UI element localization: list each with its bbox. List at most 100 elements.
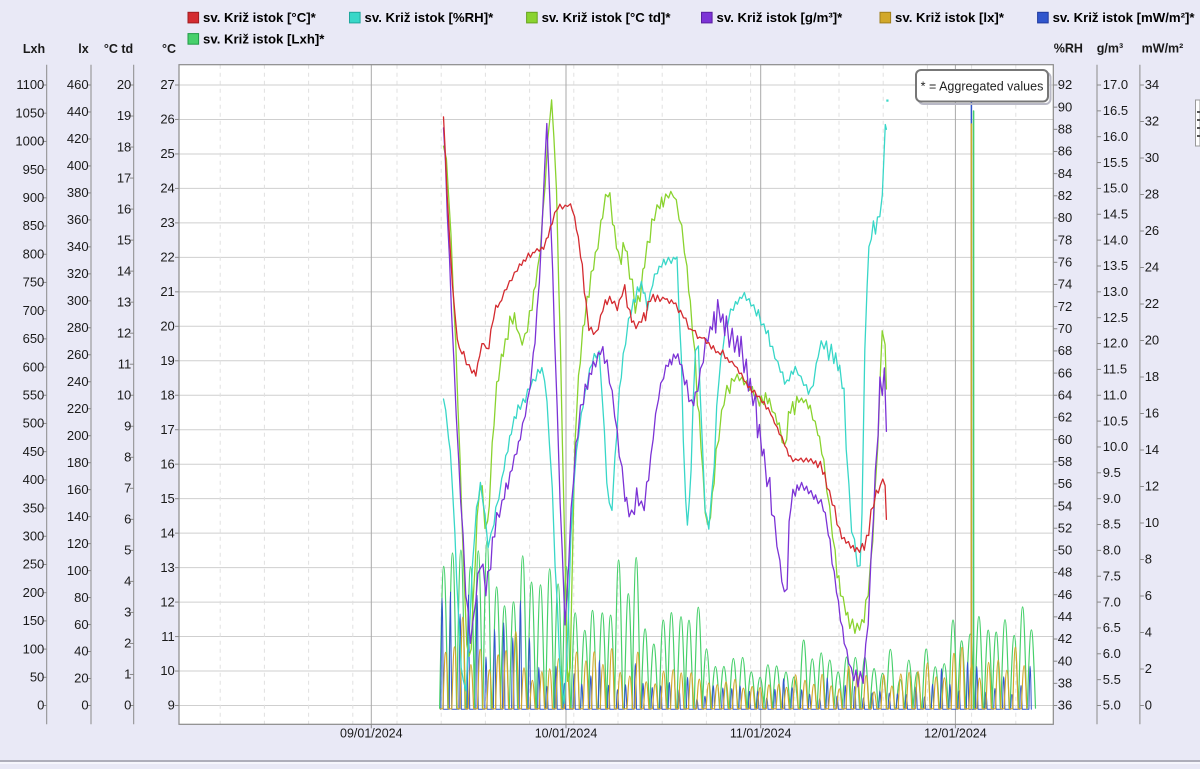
- svg-text:g/m³: g/m³: [1097, 42, 1123, 56]
- svg-text:220: 220: [67, 401, 89, 416]
- svg-text:2: 2: [1145, 661, 1152, 676]
- svg-text:6: 6: [124, 512, 131, 527]
- svg-text:09/01/2024: 09/01/2024: [340, 727, 403, 741]
- svg-text:340: 340: [67, 239, 89, 254]
- svg-text:16: 16: [160, 456, 174, 471]
- svg-text:50: 50: [1058, 543, 1072, 558]
- svg-text:10: 10: [1145, 515, 1159, 530]
- svg-text:360: 360: [67, 212, 89, 227]
- svg-text:600: 600: [23, 359, 45, 374]
- svg-text:0: 0: [124, 698, 131, 713]
- svg-text:26: 26: [1145, 223, 1159, 238]
- svg-text:12.5: 12.5: [1103, 310, 1128, 325]
- svg-text:4: 4: [124, 574, 131, 589]
- svg-text:14: 14: [160, 525, 174, 540]
- svg-text:16: 16: [1145, 406, 1159, 421]
- svg-text:40: 40: [1058, 653, 1072, 668]
- svg-text:7.5: 7.5: [1103, 568, 1121, 583]
- svg-text:22: 22: [1145, 296, 1159, 311]
- svg-text:1: 1: [124, 667, 131, 682]
- svg-text:12.0: 12.0: [1103, 336, 1128, 351]
- svg-text:100: 100: [23, 641, 45, 656]
- svg-text:5: 5: [124, 543, 131, 558]
- svg-text:13: 13: [117, 294, 131, 309]
- svg-text:76: 76: [1058, 254, 1072, 269]
- svg-text:25: 25: [160, 146, 174, 161]
- svg-text:10/01/2024: 10/01/2024: [535, 727, 598, 741]
- svg-text:50: 50: [30, 670, 44, 685]
- svg-text:90: 90: [1058, 99, 1072, 114]
- svg-text:450: 450: [23, 444, 45, 459]
- svg-text:80: 80: [1058, 210, 1072, 225]
- svg-text:°C td: °C td: [104, 42, 133, 56]
- svg-text:27: 27: [160, 77, 174, 92]
- svg-text:18: 18: [160, 387, 174, 402]
- svg-text:14: 14: [117, 263, 131, 278]
- svg-text:74: 74: [1058, 277, 1072, 292]
- svg-text:350: 350: [23, 500, 45, 515]
- svg-text:200: 200: [23, 585, 45, 600]
- svg-text:82: 82: [1058, 188, 1072, 203]
- svg-text:15.0: 15.0: [1103, 181, 1128, 196]
- svg-text:15: 15: [160, 491, 174, 506]
- svg-text:78: 78: [1058, 232, 1072, 247]
- svg-text:9: 9: [124, 418, 131, 433]
- svg-text:15: 15: [117, 232, 131, 247]
- svg-text:250: 250: [23, 557, 45, 572]
- svg-text:70: 70: [1058, 321, 1072, 336]
- svg-text:120: 120: [67, 536, 89, 551]
- svg-text:13.0: 13.0: [1103, 284, 1128, 299]
- svg-text:400: 400: [23, 472, 45, 487]
- svg-text:80: 80: [74, 590, 88, 605]
- svg-text:17: 17: [117, 170, 131, 185]
- svg-text:40: 40: [74, 644, 88, 659]
- svg-text:46: 46: [1058, 587, 1072, 602]
- svg-text:2: 2: [124, 636, 131, 651]
- svg-text:16: 16: [117, 201, 131, 216]
- svg-text:14.5: 14.5: [1103, 206, 1128, 221]
- svg-text:11.5: 11.5: [1103, 362, 1127, 377]
- svg-text:32: 32: [1145, 114, 1159, 129]
- svg-text:160: 160: [67, 482, 89, 497]
- svg-text:800: 800: [23, 246, 45, 261]
- svg-text:17.0: 17.0: [1103, 77, 1128, 92]
- svg-text:%RH: %RH: [1054, 42, 1083, 56]
- svg-text:20: 20: [160, 319, 174, 334]
- svg-text:62: 62: [1058, 410, 1072, 425]
- svg-text:sv. Križ istok [Lxh]*: sv. Križ istok [Lxh]*: [203, 31, 325, 46]
- svg-text:°C: °C: [162, 42, 176, 56]
- svg-text:64: 64: [1058, 387, 1072, 402]
- svg-text:500: 500: [23, 416, 45, 431]
- svg-text:6.5: 6.5: [1103, 620, 1121, 635]
- svg-text:400: 400: [67, 158, 89, 173]
- svg-text:15.5: 15.5: [1103, 155, 1128, 170]
- svg-text:200: 200: [67, 428, 89, 443]
- svg-text:lx: lx: [78, 42, 88, 56]
- svg-text:sv. Križ istok [%RH]*: sv. Križ istok [%RH]*: [365, 10, 495, 25]
- svg-text:mW/m²: mW/m²: [1142, 42, 1184, 56]
- svg-text:0: 0: [1145, 698, 1152, 713]
- svg-text:1100: 1100: [16, 77, 44, 92]
- svg-text:1000: 1000: [15, 134, 44, 149]
- svg-text:900: 900: [23, 190, 45, 205]
- svg-text:380: 380: [67, 185, 89, 200]
- svg-text:12: 12: [117, 325, 131, 340]
- svg-text:88: 88: [1058, 122, 1072, 137]
- svg-text:7: 7: [124, 481, 131, 496]
- svg-text:21: 21: [160, 284, 174, 299]
- svg-text:66: 66: [1058, 365, 1072, 380]
- svg-text:9.5: 9.5: [1103, 465, 1121, 480]
- svg-text:550: 550: [23, 387, 45, 402]
- svg-text:sv. Križ istok [lx]*: sv. Križ istok [lx]*: [895, 10, 1005, 25]
- svg-text:0: 0: [81, 698, 88, 713]
- svg-text:9: 9: [168, 698, 175, 713]
- svg-text:84: 84: [1058, 166, 1072, 181]
- svg-text:30: 30: [1145, 150, 1159, 165]
- svg-text:650: 650: [23, 331, 45, 346]
- svg-text:9.0: 9.0: [1103, 491, 1121, 506]
- svg-text:14: 14: [1145, 442, 1159, 457]
- svg-text:68: 68: [1058, 343, 1072, 358]
- svg-text:6.0: 6.0: [1103, 646, 1121, 661]
- svg-text:440: 440: [67, 104, 89, 119]
- svg-text:10.5: 10.5: [1103, 413, 1128, 428]
